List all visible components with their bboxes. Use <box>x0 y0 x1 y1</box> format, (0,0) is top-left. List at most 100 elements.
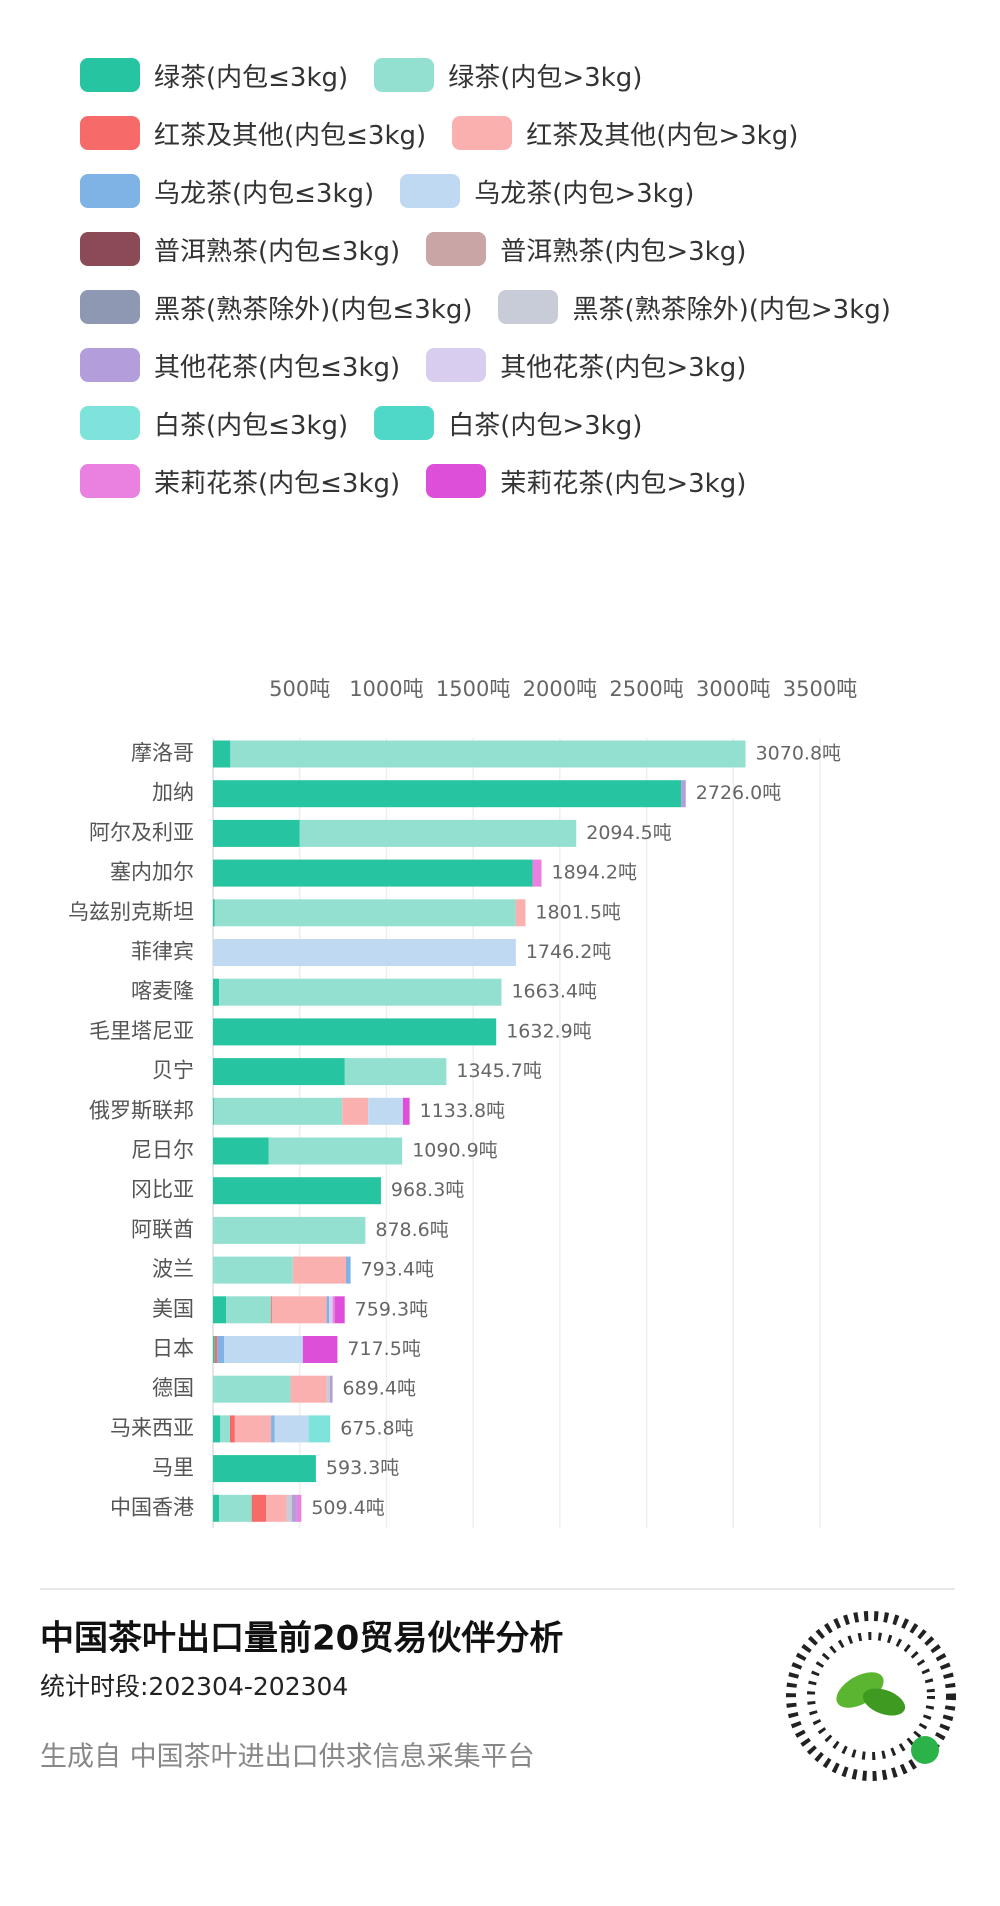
total-label: 2726.0吨 <box>696 782 781 804</box>
bar-segment <box>251 1494 267 1522</box>
legend-swatch <box>80 406 140 440</box>
y-tick-label: 摩洛哥 <box>131 741 194 765</box>
x-tick-label: 3000吨 <box>696 677 770 701</box>
y-tick-label: 日本 <box>152 1337 194 1361</box>
total-label: 793.4吨 <box>361 1259 434 1281</box>
y-tick-label: 喀麦隆 <box>131 979 194 1003</box>
bar-segment <box>268 1137 403 1165</box>
legend-row: 普洱熟茶(内包≤3kg) 普洱熟茶(内包>3kg) <box>80 220 980 278</box>
legend-swatch <box>80 348 140 382</box>
bar-segment <box>274 1415 309 1443</box>
total-label: 1894.2吨 <box>552 862 637 884</box>
bar-segment <box>213 1415 221 1443</box>
bar-segment <box>271 1296 327 1324</box>
legend-item: 普洱熟茶(内包>3kg) <box>426 231 746 268</box>
bar-segment <box>213 819 300 847</box>
source: 生成自 中国茶叶进出口供求信息采集平台 <box>40 1742 535 1773</box>
legend-swatch <box>374 58 435 92</box>
total-label: 1133.8吨 <box>420 1100 505 1122</box>
bar-segment <box>213 1296 227 1324</box>
y-tick-label: 菲律宾 <box>131 940 194 964</box>
total-label: 717.5吨 <box>347 1338 420 1360</box>
total-label: 1090.9吨 <box>412 1140 497 1162</box>
chart-subtitle: 统计时段:202304-202304 <box>40 1672 348 1701</box>
x-tick-label: 2000吨 <box>523 677 597 701</box>
bar-segment <box>344 1058 447 1086</box>
legend-label: 其他花茶(内包≤3kg) <box>154 352 401 383</box>
total-label: 593.3吨 <box>326 1457 399 1479</box>
legend-label: 其他花茶(内包>3kg) <box>500 352 747 383</box>
total-label: 968.3吨 <box>391 1179 464 1201</box>
legend-item: 绿茶(内包≤3kg) <box>80 57 348 94</box>
legend-swatch <box>80 232 140 266</box>
legend-swatch <box>80 174 140 208</box>
legend-label: 乌龙茶(内包>3kg) <box>474 178 695 209</box>
legend-row: 其他花茶(内包≤3kg) 其他花茶(内包>3kg) <box>80 336 980 394</box>
bar-segment <box>213 1455 316 1483</box>
total-label: 1801.5吨 <box>535 901 620 923</box>
bar-segment <box>213 939 516 966</box>
legend-swatch <box>80 290 140 324</box>
legend-swatch <box>498 290 559 324</box>
bar-segment <box>332 1296 335 1324</box>
y-tick-label: 阿联酋 <box>131 1217 194 1241</box>
legend-label: 普洱熟茶(内包>3kg) <box>500 236 747 267</box>
legend-row: 乌龙茶(内包≤3kg) 乌龙茶(内包>3kg) <box>80 162 980 220</box>
legend-label: 黑茶(熟茶除外)(内包≤3kg) <box>154 294 473 325</box>
bar-segment <box>229 1415 235 1443</box>
bar-segment <box>213 1256 293 1284</box>
legend-row: 红茶及其他(内包≤3kg) 红茶及其他(内包>3kg) <box>80 104 980 162</box>
legend-item: 乌龙茶(内包>3kg) <box>400 173 694 210</box>
bar-segment <box>342 1097 369 1125</box>
bar-segment <box>402 1097 410 1125</box>
bar-segment <box>532 859 542 887</box>
bar-segment <box>230 740 746 768</box>
bar-segment <box>346 1256 351 1284</box>
legend-item: 白茶(内包≤3kg) <box>80 405 348 442</box>
bar-segment <box>213 1494 220 1522</box>
legend-row: 白茶(内包≤3kg) 白茶(内包>3kg) <box>80 394 980 452</box>
bar-segment <box>219 978 502 1006</box>
legend-swatch <box>80 58 140 92</box>
total-label: 675.8吨 <box>340 1417 413 1439</box>
bar-segment <box>219 1494 252 1522</box>
legend-swatch <box>426 232 487 266</box>
bar-segment <box>213 1097 214 1125</box>
y-tick-label: 乌兹别克斯坦 <box>68 900 194 924</box>
total-label: 509.4吨 <box>311 1497 384 1519</box>
bar-segment <box>326 1375 330 1403</box>
legend-swatch <box>452 116 513 150</box>
x-tick-label: 1000吨 <box>349 677 423 701</box>
y-tick-label: 塞内加尔 <box>110 860 194 884</box>
bar-segment <box>213 1216 366 1244</box>
legend-label: 白茶(内包>3kg) <box>448 410 643 441</box>
bar-segment <box>299 819 577 847</box>
bar-segment <box>292 1256 347 1284</box>
bar-segment <box>296 1494 302 1522</box>
legend-label: 绿茶(内包>3kg) <box>448 62 643 93</box>
bar-segment <box>302 1336 338 1363</box>
legend-item: 茉莉花茶(内包≤3kg) <box>80 463 400 500</box>
legend-item: 绿茶(内包>3kg) <box>374 57 642 94</box>
total-label: 689.4吨 <box>343 1378 416 1400</box>
legend-item: 红茶及其他(内包≤3kg) <box>80 115 426 152</box>
total-label: 1345.7吨 <box>456 1060 541 1082</box>
legend-row: 茉莉花茶(内包≤3kg) 茉莉花茶(内包>3kg) <box>80 452 980 510</box>
bar-segment <box>213 859 533 887</box>
legend-item: 黑茶(熟茶除外)(内包≤3kg) <box>80 289 472 326</box>
legend-item: 普洱熟茶(内包≤3kg) <box>80 231 400 268</box>
bar-segment <box>214 1336 218 1363</box>
x-tick-label: 2500吨 <box>609 677 683 701</box>
legend-label: 红茶及其他(内包>3kg) <box>526 120 799 151</box>
y-tick-label: 美国 <box>152 1297 194 1321</box>
bar-segment <box>217 1336 225 1363</box>
x-tick-label: 500吨 <box>269 677 330 701</box>
legend-item: 乌龙茶(内包≤3kg) <box>80 173 374 210</box>
y-tick-label: 俄罗斯联邦 <box>89 1098 194 1122</box>
y-tick-label: 尼日尔 <box>131 1138 194 1162</box>
bar-segment <box>213 740 231 768</box>
legend-label: 绿茶(内包≤3kg) <box>154 62 349 93</box>
bar-segment <box>213 1018 497 1046</box>
y-tick-label: 波兰 <box>152 1257 194 1281</box>
